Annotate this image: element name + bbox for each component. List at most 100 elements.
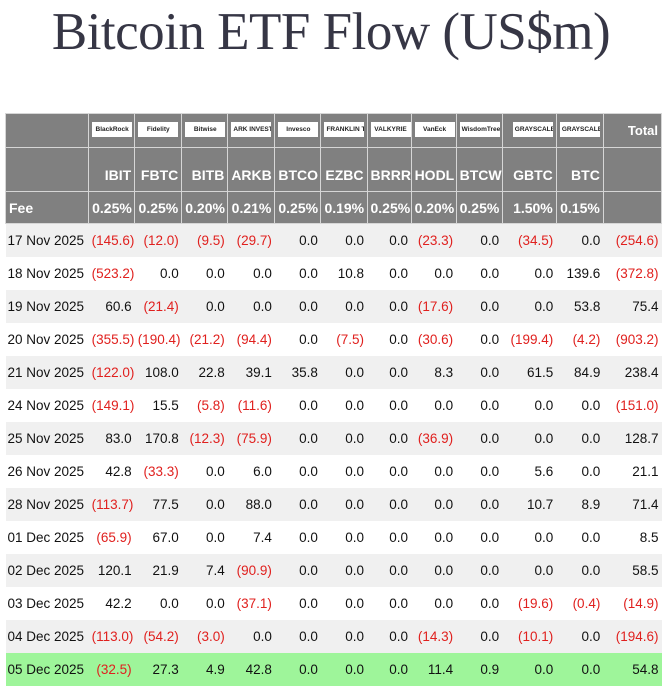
flow-cell: 108.0 xyxy=(134,356,182,389)
flow-cell: 6.0 xyxy=(227,455,275,488)
fee-cell: 0.21% xyxy=(227,191,276,224)
ticker-row: IBIT FBTC BITB ARKB BTCO EZBC BRRR HODL BTCW GBTC… xyxy=(4,147,662,192)
flow-cell: 0.0 xyxy=(556,554,604,587)
fee-cell: 0.25% xyxy=(274,191,322,224)
ticker-header: IBIT xyxy=(88,147,136,192)
table-row: 28 Nov 2025 (113.7) 77.5 0.0 88.0 0.0 0.0 0.0 0.… xyxy=(5,488,662,521)
flow-cell: (113.7) xyxy=(88,488,135,521)
flow-cell: (149.1) xyxy=(88,389,135,422)
logo-cell: Invesco xyxy=(274,113,322,148)
flow-cell: 0.0 xyxy=(227,290,275,323)
flow-cell: 0.0 xyxy=(274,223,321,257)
logo-cell: WisdomTree xyxy=(455,113,503,148)
flow-cell: 0.0 xyxy=(411,554,457,587)
flow-cell: 139.6 xyxy=(556,257,604,290)
date-cell: 01 Dec 2025 xyxy=(5,521,89,554)
flow-cell: 0.0 xyxy=(367,653,412,686)
table-row: 04 Dec 2025 (113.0) (54.2) (3.0) 0.0 0.0 0.0 0.… xyxy=(5,620,662,653)
ticker-header: BTC xyxy=(555,147,604,192)
table-row: 24 Nov 2025 (149.1) 15.5 (5.8) (11.6) 0.0 0.0 0… xyxy=(5,389,662,422)
page-title: Bitcoin ETF Flow (US$m) xyxy=(51,3,611,61)
flow-cell: 0.0 xyxy=(556,653,604,686)
flow-cell: 170.8 xyxy=(134,422,182,455)
flow-cell: 0.0 xyxy=(456,521,503,554)
total-fee-cell xyxy=(602,191,662,224)
fee-cell: 0.25% xyxy=(134,191,183,224)
logo-cell: Fidelity xyxy=(134,113,183,148)
corner-cell xyxy=(4,113,90,148)
flow-cell: 0.0 xyxy=(456,587,503,620)
total-cell: 58.5 xyxy=(603,554,662,587)
flow-cell: 0.0 xyxy=(411,521,457,554)
brrr-logo: VALKYRIE xyxy=(370,121,411,137)
flow-cell: 0.0 xyxy=(320,521,367,554)
total-cell: 75.4 xyxy=(603,290,662,323)
fee-row: Fee 0.25% 0.25% 0.20% 0.21% 0.25% 0.19% 0.25% 0.… xyxy=(4,191,662,224)
total-ticker-cell xyxy=(602,147,662,192)
flow-cell: 0.0 xyxy=(274,257,321,290)
flow-cell: (90.9) xyxy=(227,554,275,587)
flow-cell: 0.0 xyxy=(320,653,367,686)
logo-cell: Bitwise xyxy=(181,113,229,148)
flow-cell: 42.8 xyxy=(88,455,135,488)
btcw-logo: WisdomTree xyxy=(459,121,500,137)
flow-cell: 88.0 xyxy=(227,488,275,521)
flow-cell: 0.9 xyxy=(456,653,503,686)
bitb-logo: Bitwise xyxy=(185,121,226,137)
flow-cell: 0.0 xyxy=(502,521,557,554)
total-cell: (254.6) xyxy=(603,223,662,257)
total-cell: (151.0) xyxy=(603,389,662,422)
flow-cell: (3.0) xyxy=(181,620,228,653)
flow-cell: (14.3) xyxy=(411,620,457,653)
flow-cell: 0.0 xyxy=(456,389,503,422)
total-cell: (903.2) xyxy=(603,323,662,356)
flow-cell: 0.0 xyxy=(502,389,557,422)
fee-cell: 1.50% xyxy=(501,191,557,224)
flow-cell: 0.0 xyxy=(367,488,412,521)
flow-cell: 0.0 xyxy=(181,257,228,290)
flow-cell: 0.0 xyxy=(556,422,604,455)
flow-cell: (10.1) xyxy=(502,620,557,653)
flow-cell: 0.0 xyxy=(181,488,228,521)
flow-cell: 0.0 xyxy=(367,323,412,356)
flow-cell: (36.9) xyxy=(411,422,457,455)
flow-cell: 0.0 xyxy=(274,422,321,455)
flow-cell: 0.0 xyxy=(367,554,412,587)
flow-cell: (37.1) xyxy=(227,587,275,620)
table-row: 18 Nov 2025 (523.2) 0.0 0.0 0.0 0.0 10.8 0.0 0.0… xyxy=(5,257,662,290)
flow-cell: 42.2 xyxy=(88,587,135,620)
flow-cell: 0.0 xyxy=(367,521,412,554)
flow-cell: (145.6) xyxy=(88,223,135,257)
flow-cell: (75.9) xyxy=(227,422,275,455)
arkb-logo: ARK INVEST xyxy=(231,121,272,137)
flow-cell: 0.0 xyxy=(502,653,557,686)
flow-cell: (29.7) xyxy=(227,223,275,257)
hodl-logo: VanEck xyxy=(414,121,455,137)
flow-cell: (65.9) xyxy=(88,521,135,554)
table-row: 19 Nov 2025 60.6 (21.4) 0.0 0.0 0.0 0.0 0.0 (17.… xyxy=(5,290,662,323)
table-row: 26 Nov 2025 42.8 (33.3) 0.0 6.0 0.0 0.0 0.0 0.0 0… xyxy=(5,455,662,488)
table-row: 20 Nov 2025 (355.5) (190.4) (21.2) (94.4) 0.0… xyxy=(5,323,662,356)
flow-cell: 0.0 xyxy=(274,488,321,521)
ticker-header: BTCO xyxy=(274,147,322,192)
flow-cell: 0.0 xyxy=(556,223,604,257)
flow-cell: 0.0 xyxy=(320,587,367,620)
date-cell: 17 Nov 2025 xyxy=(5,223,89,257)
fee-cell: 0.19% xyxy=(320,191,368,224)
flow-cell: 0.0 xyxy=(411,257,457,290)
flow-cell: 7.4 xyxy=(227,521,275,554)
flow-cell: 5.6 xyxy=(502,455,557,488)
date-cell: 18 Nov 2025 xyxy=(5,257,89,290)
flow-cell: (7.5) xyxy=(320,323,367,356)
fee-cell: 0.25% xyxy=(455,191,503,224)
flow-cell: 0.0 xyxy=(274,290,321,323)
flow-cell: (54.2) xyxy=(134,620,182,653)
flow-cell: 7.4 xyxy=(181,554,228,587)
flow-cell: 0.0 xyxy=(181,455,228,488)
flow-cell: 35.8 xyxy=(274,356,321,389)
corner-cell xyxy=(4,147,90,192)
flow-cell: 0.0 xyxy=(181,587,228,620)
date-cell: 28 Nov 2025 xyxy=(5,488,89,521)
ticker-header: GBTC xyxy=(501,147,557,192)
flow-cell: 0.0 xyxy=(456,223,503,257)
